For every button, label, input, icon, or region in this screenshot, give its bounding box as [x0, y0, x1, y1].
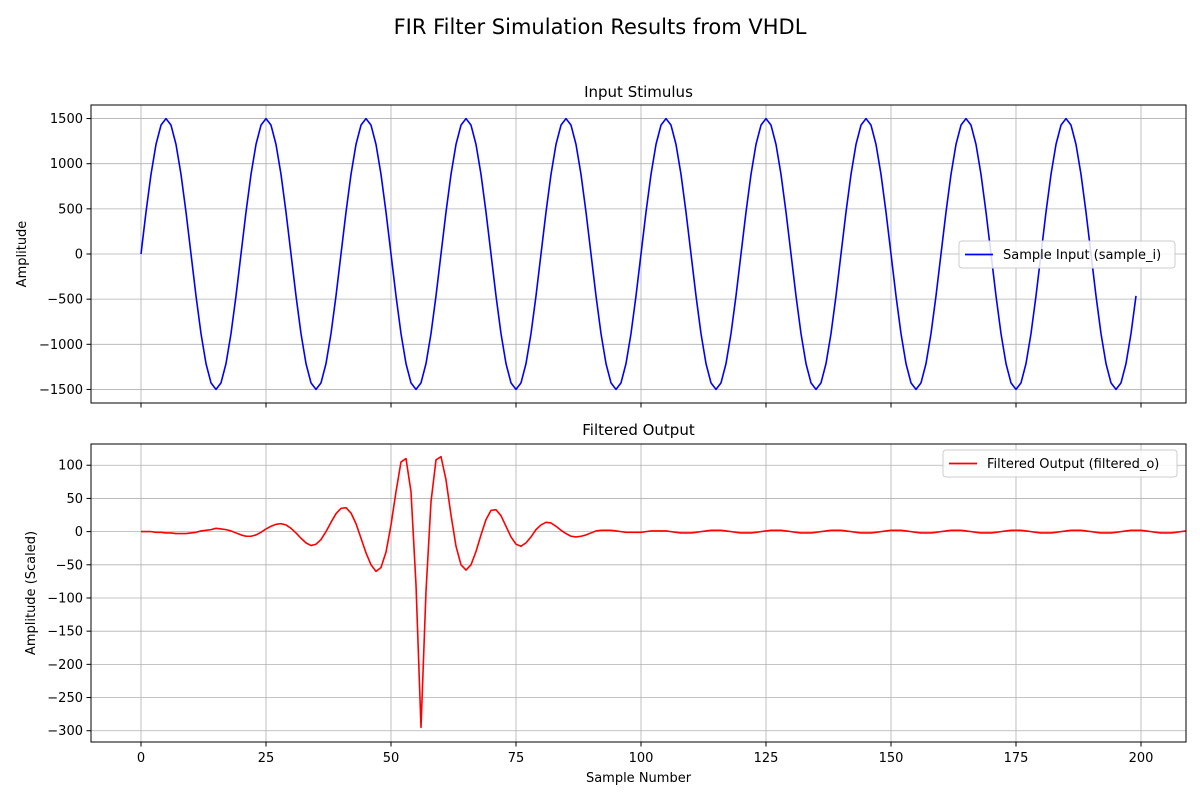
axes-title: Input Stimulus — [584, 83, 693, 101]
y-tick-label: −1000 — [39, 338, 83, 353]
legend: Filtered Output (filtered_o) — [942, 449, 1178, 478]
filtered-output-axes: 0 25 50 75 100 125 150 175 200 −300 −250 −200 −150 −1… — [24, 421, 1187, 786]
axes-frame — [90, 443, 1187, 743]
legend-box — [958, 240, 1176, 269]
x-tick-label: 125 — [754, 751, 779, 766]
y-tick-label: 100 — [58, 459, 83, 474]
y-tick-label: 1500 — [50, 112, 83, 127]
legend-box — [942, 449, 1178, 478]
legend-label: Filtered Output (filtered_o) — [987, 457, 1159, 472]
y-tick-label: 1000 — [50, 157, 83, 172]
axes-title: Filtered Output — [582, 421, 695, 439]
x-tick-label: 175 — [1004, 751, 1029, 766]
y-tick-label: 50 — [66, 492, 83, 507]
y-tick-label: −250 — [47, 691, 83, 706]
x-tick-label: 150 — [879, 751, 904, 766]
y-tick-label: −500 — [47, 293, 83, 308]
x-tick-label: 75 — [508, 751, 525, 766]
x-tick-label: 25 — [258, 751, 275, 766]
y-tick-label: 500 — [58, 202, 83, 217]
x-tick-label: 50 — [383, 751, 400, 766]
y-tick-label: −150 — [47, 625, 83, 640]
series-line — [140, 117, 1137, 391]
y-tick-label: 0 — [75, 248, 83, 263]
legend-label: Sample Input (sample_i) — [1003, 248, 1161, 263]
y-tick-label: −1500 — [39, 383, 83, 398]
y-tick-label: −300 — [47, 724, 83, 739]
x-tick-label: 100 — [629, 751, 654, 766]
y-tick-label: −100 — [47, 591, 83, 606]
series-line — [141, 455, 1187, 729]
y-axis-label: Amplitude (Scaled) — [24, 531, 39, 655]
input-stimulus-axes: −1500 −1000 −500 0 500 1000 1500 Input Stimulus… — [15, 83, 1187, 408]
x-tick-label: 0 — [137, 751, 145, 766]
y-tick-label: 0 — [75, 525, 83, 540]
y-tick-label: −50 — [56, 558, 83, 573]
legend: Sample Input (sample_i) — [958, 240, 1176, 269]
figure-title: FIR Filter Simulation Results from VHDL — [394, 15, 807, 39]
y-tick-label: −200 — [47, 658, 83, 673]
y-axis-label: Amplitude — [15, 221, 30, 288]
x-axis-label: Sample Number — [586, 771, 692, 786]
x-tick-label: 200 — [1129, 751, 1154, 766]
